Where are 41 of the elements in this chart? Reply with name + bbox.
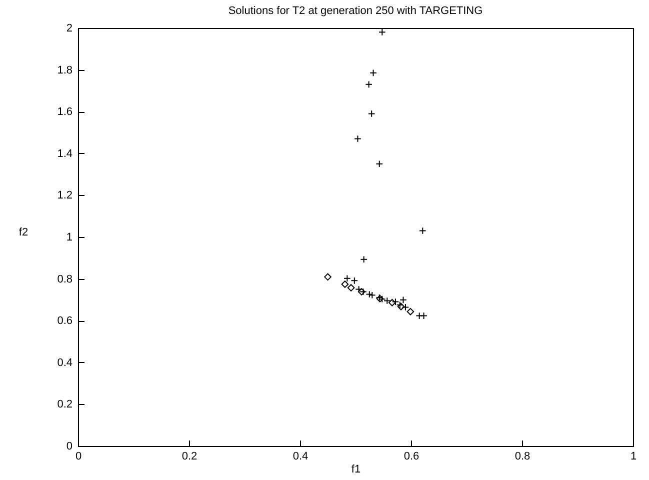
y-tick-label: 2 (66, 22, 72, 34)
point (341, 280, 349, 288)
y-tick-label: 0.8 (57, 273, 72, 286)
x-tick-label: 0.8 (514, 450, 530, 462)
y-tick-label: 1.4 (57, 148, 72, 160)
point (358, 288, 366, 296)
x-tick-label: 1 (630, 450, 637, 462)
chart-title: Solutions for T2 at generation 250 with TARGETING (228, 5, 483, 17)
y-tick-label: 0.6 (57, 315, 72, 328)
y-tick-label: 0 (66, 440, 72, 452)
point (324, 273, 332, 281)
point (347, 284, 355, 292)
x-tick-label: 0.4 (292, 450, 308, 462)
y-axis-title: f2 (18, 226, 28, 238)
point (360, 256, 368, 264)
x-tick-label: 0.2 (182, 450, 198, 462)
point (418, 227, 426, 234)
y-tick-label: 1.6 (57, 106, 72, 118)
point (370, 69, 377, 77)
y-tick-label: 1.2 (57, 190, 72, 202)
point (416, 312, 423, 320)
x-axis-title: f1 (351, 464, 361, 476)
point (344, 274, 351, 282)
point (366, 290, 374, 298)
x-tick-label: 0.6 (404, 450, 420, 462)
y-tick-label: 1.8 (57, 64, 72, 76)
point (368, 291, 376, 299)
point (406, 308, 414, 316)
point (365, 80, 372, 88)
point (368, 110, 376, 118)
point (376, 160, 384, 168)
point (350, 277, 358, 284)
x-tick-label: 0 (75, 450, 82, 462)
point (354, 135, 362, 142)
y-tick-label: 0.2 (57, 398, 72, 411)
point (400, 296, 407, 304)
point (388, 298, 396, 306)
point (378, 28, 386, 36)
point (420, 312, 428, 320)
y-tick-label: 1 (66, 232, 72, 244)
y-tick-label: 0.4 (57, 356, 72, 369)
